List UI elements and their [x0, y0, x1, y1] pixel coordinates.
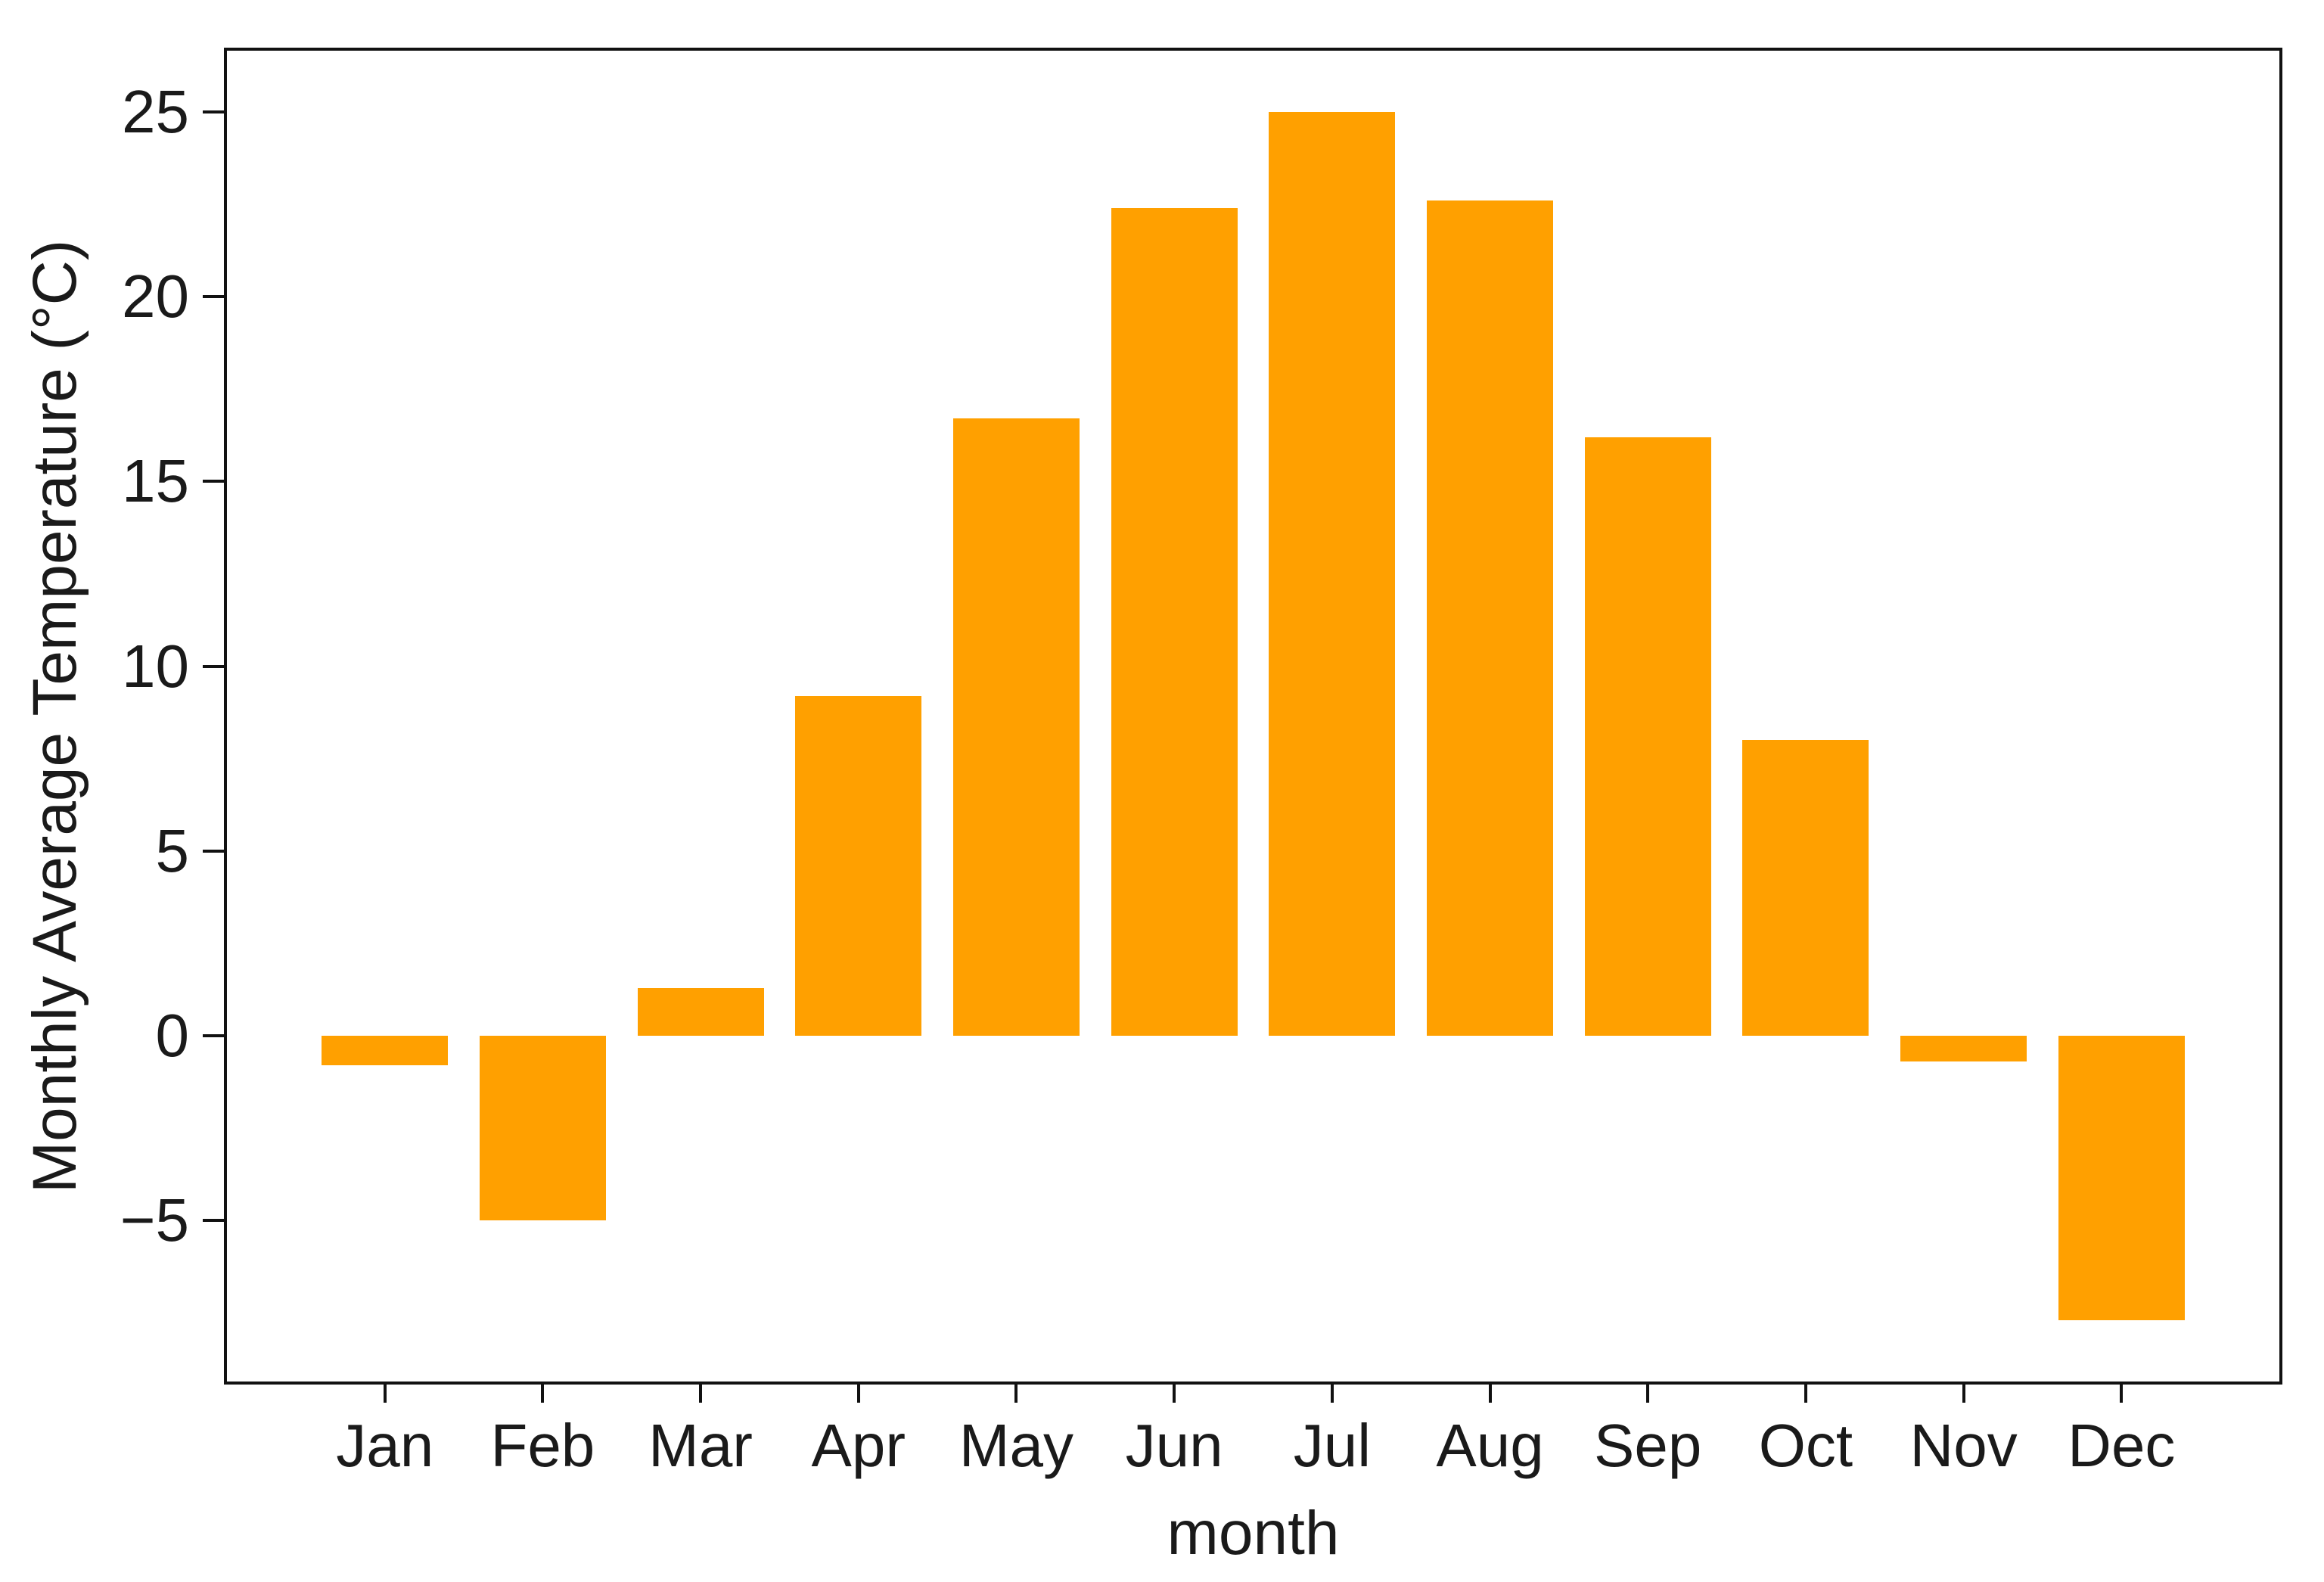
y-tick-label: −5: [120, 1186, 189, 1254]
x-tick: [1173, 1382, 1176, 1403]
x-tick: [541, 1382, 545, 1403]
y-tick: [203, 480, 224, 483]
bar-may: [952, 418, 1080, 1037]
x-axis-label: month: [1167, 1499, 1340, 1568]
x-tick: [1646, 1382, 1650, 1403]
x-tick-label: Nov: [1909, 1412, 2018, 1479]
y-tick-label: 15: [122, 447, 189, 515]
x-tick-label: Aug: [1436, 1412, 1544, 1479]
bar-feb: [479, 1036, 606, 1221]
bar-jan: [322, 1036, 449, 1066]
y-label-wrap: Monthly Average Temperature (°C): [20, 48, 89, 1385]
x-tick: [1804, 1382, 1807, 1403]
x-tick: [2120, 1382, 2124, 1403]
bar-mar: [637, 987, 764, 1037]
x-tick-label: Sep: [1594, 1412, 1702, 1479]
bar-jul: [1269, 111, 1396, 1037]
y-tick-label: 25: [122, 77, 189, 145]
y-axis-label: Monthly Average Temperature (°C): [20, 239, 89, 1193]
x-tick: [1330, 1382, 1334, 1403]
y-tick-label: 10: [122, 632, 189, 700]
bar-dec: [2058, 1036, 2185, 1321]
x-tick-label: Jul: [1293, 1412, 1371, 1479]
bar-jun: [1111, 207, 1238, 1037]
x-tick-label: Apr: [811, 1412, 906, 1479]
x-tick-label: Jan: [336, 1412, 434, 1479]
y-tick: [203, 1034, 224, 1038]
bar-nov: [1900, 1036, 2027, 1062]
x-tick-label: Dec: [2068, 1412, 2176, 1479]
x-tick-label: May: [958, 1412, 1074, 1479]
bar-oct: [1742, 740, 1869, 1037]
y-tick: [203, 849, 224, 853]
y-tick-label: 5: [155, 816, 190, 884]
x-tick: [699, 1382, 703, 1403]
x-tick: [1962, 1382, 1965, 1403]
y-tick: [203, 110, 224, 113]
x-tick: [1488, 1382, 1492, 1403]
bar-apr: [795, 695, 922, 1037]
plot-area: month −5 0 5 10 15 20 25 Jan Feb Mar Apr May Jun Jul A…: [120, 48, 2282, 1565]
x-tick: [1014, 1382, 1018, 1403]
y-tick-label: 0: [155, 1002, 190, 1070]
bar-aug: [1427, 200, 1553, 1037]
y-tick: [203, 1219, 224, 1223]
y-tick: [203, 294, 224, 298]
y-tick: [203, 664, 224, 668]
y-tick-label: 20: [122, 262, 189, 330]
x-tick-label: Jun: [1125, 1412, 1223, 1479]
x-tick-label: Mar: [648, 1412, 753, 1479]
x-tick: [383, 1382, 387, 1403]
x-tick-label: Oct: [1758, 1412, 1853, 1479]
x-tick-label: Feb: [490, 1412, 595, 1479]
x-tick: [856, 1382, 860, 1403]
bar-sep: [1584, 437, 1711, 1037]
